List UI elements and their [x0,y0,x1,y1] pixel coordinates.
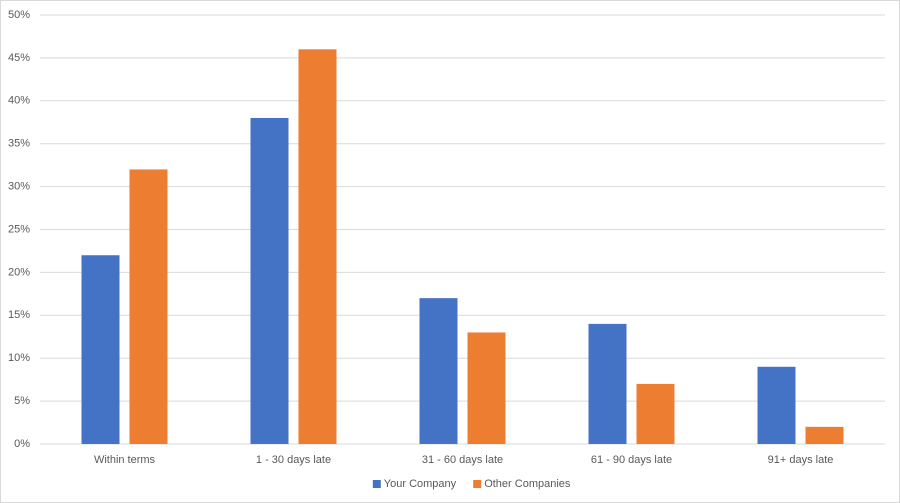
legend-swatch [372,480,381,488]
y-tick-label: 25% [8,223,30,235]
y-tick-label: 20% [8,266,30,278]
x-tick-label: 1 - 30 days late [256,454,331,466]
y-tick-label: 15% [8,309,30,321]
y-tick-label: 0% [14,438,30,450]
y-tick-label: 50% [8,9,30,21]
legend-swatch [473,480,482,488]
bar [636,383,675,444]
y-tick-label: 40% [8,95,30,107]
y-tick-label: 45% [8,52,30,64]
bar [757,366,796,444]
bar [81,255,120,444]
bar [298,49,337,444]
bar [805,426,844,444]
x-tick-label: Within terms [94,454,156,466]
legend-label: Other Companies [484,478,571,490]
x-tick-label: 61 - 90 days late [591,454,672,466]
y-tick-label: 35% [8,138,30,150]
x-tick-label: 91+ days late [768,454,834,466]
y-tick-label: 30% [8,181,30,193]
bar [467,332,506,444]
bar [250,117,289,445]
y-tick-label: 5% [14,395,30,407]
legend-label: Your Company [384,478,457,490]
bar [129,169,168,444]
x-tick-label: 31 - 60 days late [422,454,503,466]
y-tick-label: 10% [8,352,30,364]
bar [588,323,627,444]
bar [419,298,458,444]
